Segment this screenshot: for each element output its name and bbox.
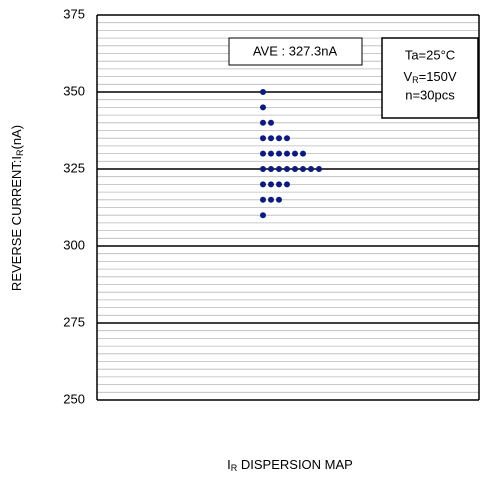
dot: [276, 135, 282, 142]
condition-ta: Ta=25°C: [405, 47, 455, 62]
dot: [292, 166, 298, 172]
dot: [260, 119, 266, 126]
x-label-sub: R: [231, 463, 238, 473]
dot: [276, 150, 282, 157]
dot: [268, 196, 274, 203]
dot: [284, 150, 290, 157]
dot: [268, 150, 274, 157]
dot: [260, 181, 266, 188]
dot: [276, 181, 282, 188]
dot: [268, 135, 274, 142]
dot: [260, 196, 266, 203]
dot: [292, 150, 298, 157]
dot: [284, 181, 290, 188]
dot: [268, 166, 274, 172]
dot: [260, 89, 266, 95]
y-tick-label: 375: [63, 6, 85, 21]
vr-text: V: [403, 69, 412, 84]
conditions-box: [381, 37, 479, 119]
y-label-suffix: (nA): [9, 125, 24, 150]
y-tick-label: 250: [63, 391, 85, 406]
dot: [284, 166, 290, 172]
y-tick-label: 325: [63, 160, 85, 175]
dot: [284, 135, 290, 142]
y-axis-label: REVERSE CURRENT:IR(nA): [9, 125, 25, 291]
dot: [268, 119, 274, 126]
x-axis-label: IR DISPERSION MAP: [227, 457, 353, 473]
dot: [308, 166, 314, 172]
dot: [260, 135, 266, 142]
vr-suffix: =150V: [419, 69, 457, 84]
average-box: [228, 37, 363, 66]
average-label: AVE : 327.3nA: [253, 43, 338, 58]
x-label-suffix: DISPERSION MAP: [237, 457, 353, 472]
y-label-text: REVERSE CURRENT:I: [9, 156, 24, 291]
dot: [268, 181, 274, 188]
dot: [300, 166, 306, 172]
y-tick-label: 300: [63, 237, 85, 252]
y-tick-label: 275: [63, 314, 85, 329]
x-label-text: I: [227, 457, 231, 472]
dot: [300, 150, 306, 157]
dot: [260, 212, 266, 219]
dot: [260, 150, 266, 157]
vr-sub: R: [412, 75, 419, 85]
dot: [276, 166, 282, 172]
dot: [316, 166, 322, 172]
y-label-sub: R: [15, 149, 25, 156]
condition-n: n=30pcs: [405, 87, 455, 102]
condition-vr: VR=150V: [403, 69, 456, 85]
dot: [276, 196, 282, 203]
dot: [260, 166, 266, 172]
y-tick-label: 350: [63, 83, 85, 98]
dot: [260, 104, 266, 111]
